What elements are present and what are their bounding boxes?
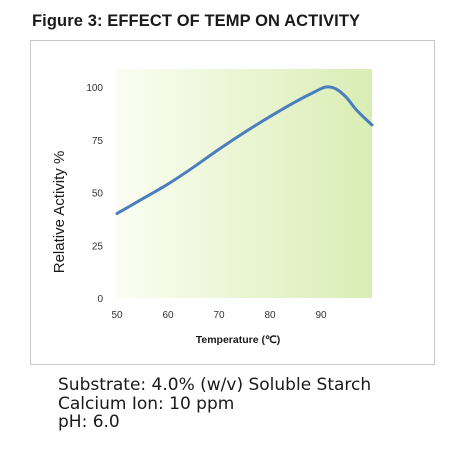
x-tick-label: 70 xyxy=(213,310,225,321)
x-tick-label: 60 xyxy=(162,310,174,321)
note-substrate: Substrate: 4.0% (w/v) Soluble Starch xyxy=(58,375,372,395)
y-tick-label: 75 xyxy=(92,136,104,147)
y-axis-label: Relative Activity % xyxy=(51,151,68,274)
y-tick-label: 50 xyxy=(92,189,104,200)
experiment-notes: Substrate: 4.0% (w/v) Soluble Starch Cal… xyxy=(58,376,371,432)
y-axis-ticks: 0 25 50 75 100 xyxy=(86,83,103,305)
y-tick-label: 25 xyxy=(92,241,104,252)
x-tick-label: 50 xyxy=(111,310,123,321)
x-axis-ticks: 50 60 70 80 90 xyxy=(111,310,327,321)
x-axis-label: Temperature (℃) xyxy=(196,334,281,346)
y-tick-label: 0 xyxy=(97,294,103,305)
note-ph: pH: 6.0 xyxy=(58,412,120,432)
x-tick-label: 80 xyxy=(264,310,276,321)
figure-title: Figure 3: EFFECT OF TEMP ON ACTIVITY xyxy=(32,12,361,30)
series-group xyxy=(115,85,374,216)
activity-series-line xyxy=(115,85,374,216)
y-tick-label: 100 xyxy=(86,83,103,94)
note-calcium: Calcium Ion: 10 ppm xyxy=(58,393,235,414)
plot-area xyxy=(117,69,372,298)
x-tick-label: 90 xyxy=(315,310,327,321)
